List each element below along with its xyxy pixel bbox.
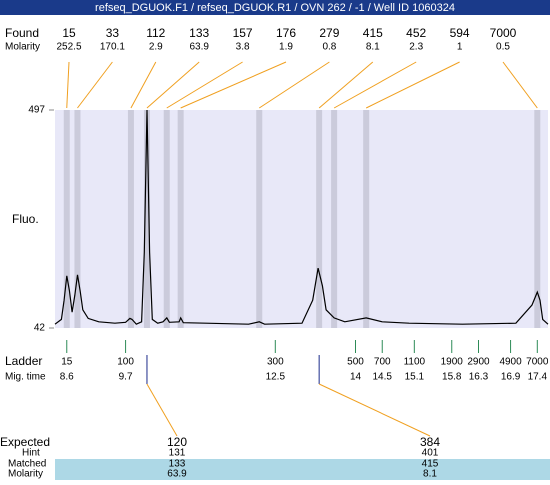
found-molarity: 1.9 (279, 42, 293, 53)
ladder-label: Ladder (5, 354, 42, 368)
matched-band (55, 459, 550, 480)
peak-band (331, 110, 338, 328)
expected-size: 120 (167, 435, 187, 449)
expected-size: 384 (420, 435, 440, 449)
peak-connector (502, 61, 538, 109)
peak-connector (130, 61, 157, 109)
peak-band (127, 110, 134, 328)
expected-label: Expected (0, 435, 50, 449)
found-size: 112 (146, 26, 165, 40)
ladder-time: 16.9 (501, 372, 521, 383)
peak-band (363, 110, 370, 328)
molarity-value: 8.1 (423, 469, 437, 480)
ladder-time: 14 (350, 372, 362, 383)
peak-connector (333, 61, 417, 109)
ladder-time: 8.6 (60, 372, 74, 383)
ladder-size: 700 (374, 357, 391, 368)
found-molarity: 170.1 (100, 42, 125, 53)
peak-connector (318, 61, 374, 109)
found-molarity: 2.3 (409, 42, 423, 53)
found-molarity: 252.5 (56, 42, 81, 53)
expected-connector (146, 383, 178, 437)
molarity-value: 63.9 (167, 469, 187, 480)
found-size: 15 (62, 26, 76, 40)
ladder-size: 7000 (526, 357, 549, 368)
peak-band (163, 110, 170, 328)
ladder-size: 1900 (441, 357, 464, 368)
found-molarity: 2.9 (149, 42, 163, 53)
ladder-size: 300 (267, 357, 284, 368)
ladder-time: 12.5 (266, 372, 286, 383)
peak-connector (146, 61, 200, 109)
hint-value: 401 (422, 448, 439, 459)
mig-time-label: Mig. time (5, 372, 46, 383)
found-size: 33 (106, 26, 120, 40)
peak-band (316, 110, 323, 328)
found-molarity: 63.9 (189, 42, 209, 53)
plot-area (55, 110, 548, 328)
found-molarity: 0.8 (322, 42, 336, 53)
ladder-time: 15.1 (405, 372, 425, 383)
found-size: 133 (189, 26, 209, 40)
found-size: 176 (276, 26, 296, 40)
molarity-label: Molarity (5, 42, 40, 53)
found-label: Found (5, 26, 39, 40)
hint-label: Hint (22, 448, 40, 459)
peak-connector (258, 61, 330, 109)
y-tick-label: 497 (28, 105, 45, 116)
found-size: 279 (319, 26, 339, 40)
found-size: 7000 (490, 26, 517, 40)
found-size: 594 (450, 26, 470, 40)
found-size: 157 (233, 26, 253, 40)
matched-value: 415 (422, 459, 439, 470)
peak-connector (180, 61, 287, 109)
ladder-size: 1100 (404, 357, 426, 368)
peak-band (177, 110, 184, 328)
matched-value: 133 (169, 459, 186, 470)
peak-band (534, 110, 541, 328)
expected-connector (318, 383, 431, 437)
ladder-size: 2900 (467, 357, 490, 368)
peak-connector (66, 61, 70, 109)
found-molarity: 8.1 (366, 42, 380, 53)
trace (54, 109, 549, 325)
title-bar (0, 0, 550, 15)
peak-connector (77, 61, 113, 109)
peak-band (256, 110, 263, 328)
ladder-size: 100 (117, 357, 134, 368)
found-molarity: 0.5 (496, 42, 510, 53)
found-size: 452 (406, 26, 426, 40)
ladder-time: 15.8 (442, 372, 462, 383)
ladder-time: 9.7 (119, 372, 133, 383)
y-label: Fluo. (12, 212, 39, 226)
molarity-row-label: Molarity (8, 469, 43, 480)
ladder-size: 15 (61, 357, 73, 368)
ladder-time: 16.3 (469, 372, 489, 383)
y-tick-label: 42 (34, 323, 46, 334)
ladder-time: 14.5 (373, 372, 393, 383)
peak-connector (365, 61, 460, 109)
peak-band (143, 110, 150, 328)
found-molarity: 1 (457, 42, 463, 53)
ladder-size: 500 (347, 357, 364, 368)
peak-connector (166, 61, 243, 109)
title: refseq_DGUOK.F1 / refseq_DGUOK.R1 / OVN … (95, 2, 455, 14)
found-molarity: 3.8 (236, 42, 250, 53)
found-size: 415 (363, 26, 383, 40)
ladder-size: 4900 (499, 357, 522, 368)
hint-value: 131 (169, 448, 186, 459)
matched-label: Matched (8, 459, 46, 470)
peak-band (74, 110, 81, 328)
peak-band (63, 110, 70, 328)
ladder-time: 17.4 (528, 372, 548, 383)
